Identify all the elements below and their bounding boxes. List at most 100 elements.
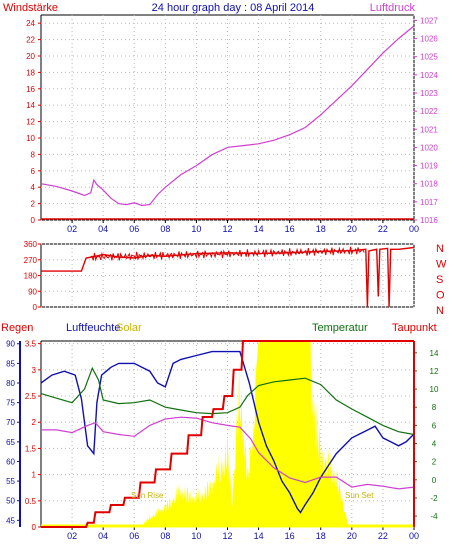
chart1-x-tick-label: 12 <box>222 224 232 234</box>
chart2-left-tick-label: 90 <box>28 287 37 296</box>
luftfeuchte-series-line <box>40 350 415 514</box>
chart2-compass-label: N <box>436 305 444 317</box>
chart1-x-tick-label: 02 <box>67 224 77 234</box>
chart1-right-tick-label: 1025 <box>420 53 438 62</box>
chart3-humidity-tick-label: 75 <box>6 399 15 408</box>
chart-wind-pressure: 0246810121416182022241016101710181019102… <box>26 14 438 234</box>
chart3-rain-tick-label: 2 <box>32 418 37 427</box>
chart1-left-tick-label: 16 <box>26 85 35 94</box>
chart1-x-tick-label: 04 <box>98 224 108 234</box>
chart3-temp-tick-label: -2 <box>430 494 438 503</box>
chart3-humidity-tick-label: 55 <box>6 477 15 486</box>
chart3-x-tick-label: 18 <box>316 531 326 541</box>
chart1-right-tick-label: 1019 <box>420 162 438 171</box>
chart3-humidity-tick-label: 45 <box>6 516 15 525</box>
chart1-right-tick-label: 1024 <box>420 71 438 80</box>
chart1-left-tick-label: 0 <box>31 216 36 225</box>
chart1-x-tick-label: 14 <box>254 224 264 234</box>
chart1-right-tick-label: 1017 <box>420 198 438 207</box>
chart1-left-tick-label: 10 <box>26 134 35 143</box>
luftdruck-series-line <box>40 25 415 207</box>
taupunkt-axis-label: Taupunkt <box>392 322 437 334</box>
chart-title: 24 hour graph day : 08 April 2014 <box>152 2 315 14</box>
chart1-right-tick-label: 1027 <box>420 16 438 25</box>
chart1-plot-area <box>41 15 414 220</box>
windstaerke-axis-label: Windstärke <box>3 2 58 14</box>
chart2-compass-label: W <box>436 259 447 271</box>
chart3-x-tick-label: 20 <box>347 531 357 541</box>
chart3-x-tick-label: 04 <box>98 531 108 541</box>
chart3-x-tick-label: 22 <box>378 531 388 541</box>
chart2-left-tick-label: 360 <box>24 240 38 249</box>
taupunkt-series-line <box>41 416 415 490</box>
chart2-compass-label: S <box>436 274 443 286</box>
chart3-x-tick-label: 06 <box>129 531 139 541</box>
chart3-temp-tick-label: 10 <box>430 385 439 394</box>
chart1-right-tick-label: 1023 <box>420 89 438 98</box>
chart3-temp-tick-label: 6 <box>432 421 437 430</box>
regen-axis-label: Regen <box>1 322 33 334</box>
sun-set-label: Sun Set <box>345 491 374 500</box>
chart1-left-tick-label: 4 <box>31 183 36 192</box>
chart3-humidity-tick-label: 85 <box>6 359 15 368</box>
luftdruck-axis-label: Luftdruck <box>370 2 416 14</box>
chart3-humidity-tick-label: 65 <box>6 438 15 447</box>
chart1-right-tick-label: 1016 <box>420 216 438 225</box>
chart1-x-tick-label: 06 <box>129 224 139 234</box>
chart1-right-tick-label: 1021 <box>420 125 438 134</box>
chart1-left-tick-label: 22 <box>26 36 35 45</box>
chart3-x-tick-label: 14 <box>254 531 264 541</box>
chart1-left-tick-label: 18 <box>26 68 35 77</box>
chart3-x-tick-label: 12 <box>222 531 232 541</box>
chart3-rain-tick-label: 3 <box>32 366 37 375</box>
chart1-right-tick-label: 1020 <box>420 143 438 152</box>
chart3-humidity-tick-label: 50 <box>6 497 15 506</box>
temperatur-axis-label: Temperatur <box>312 322 368 334</box>
chart1-x-tick-label: 18 <box>316 224 326 234</box>
chart1-x-tick-label: 00 <box>409 224 419 234</box>
chart3-humidity-tick-label: 90 <box>6 340 15 349</box>
chart2-left-tick-label: 0 <box>33 303 38 312</box>
chart1-left-tick-label: 8 <box>31 150 36 159</box>
chart2-compass-label: O <box>436 290 445 302</box>
solar-axis-label: Solar <box>116 322 142 334</box>
chart1-left-tick-label: 24 <box>26 19 35 28</box>
chart1-x-tick-label: 10 <box>191 224 201 234</box>
chart1-x-tick-label: 16 <box>285 224 295 234</box>
chart1-left-tick-label: 6 <box>31 167 36 176</box>
chart3-humidity-tick-label: 70 <box>6 418 15 427</box>
chart1-left-tick-label: 12 <box>26 118 35 127</box>
luftfeuchte-axis-label: Luftfeuchte <box>66 322 120 334</box>
chart2-compass-label: N <box>436 243 444 255</box>
sun-rise-label: Sun Rise <box>131 491 164 500</box>
chart3-temp-tick-label: 4 <box>432 440 437 449</box>
chart2-left-tick-label: 180 <box>24 272 38 281</box>
temperatur-series-line <box>40 366 415 436</box>
chart1-left-tick-label: 2 <box>31 200 36 209</box>
chart1-right-tick-label: 1022 <box>420 107 438 116</box>
chart3-rain-tick-label: 3.5 <box>25 340 37 349</box>
chart3-temp-tick-label: 0 <box>432 476 437 485</box>
chart3-temp-tick-label: 12 <box>430 367 439 376</box>
chart3-x-tick-label: 08 <box>160 531 170 541</box>
chart1-right-tick-label: 1018 <box>420 180 438 189</box>
chart3-temp-tick-label: -4 <box>430 512 438 521</box>
chart-rain-humidity-temp: 00.511.522.533.545505560657075808590-4-2… <box>6 340 439 541</box>
chart1-x-tick-label: 20 <box>347 224 357 234</box>
regen-series-line <box>41 340 414 528</box>
chart1-left-tick-label: 14 <box>26 101 35 110</box>
chart3-x-tick-label: 16 <box>285 531 295 541</box>
chart3-x-tick-label: 02 <box>67 531 77 541</box>
chart3-x-tick-label: 10 <box>191 531 201 541</box>
chart3-rain-tick-label: 0.5 <box>25 497 37 506</box>
chart3-rain-tick-label: 0 <box>32 523 37 532</box>
chart2-left-tick-label: 270 <box>24 256 38 265</box>
chart3-rain-tick-label: 1.5 <box>25 444 37 453</box>
chart1-x-tick-label: 22 <box>378 224 388 234</box>
chart3-temp-tick-label: 14 <box>430 349 439 358</box>
chart3-temp-tick-label: 8 <box>432 403 437 412</box>
chart1-x-tick-label: 08 <box>160 224 170 234</box>
